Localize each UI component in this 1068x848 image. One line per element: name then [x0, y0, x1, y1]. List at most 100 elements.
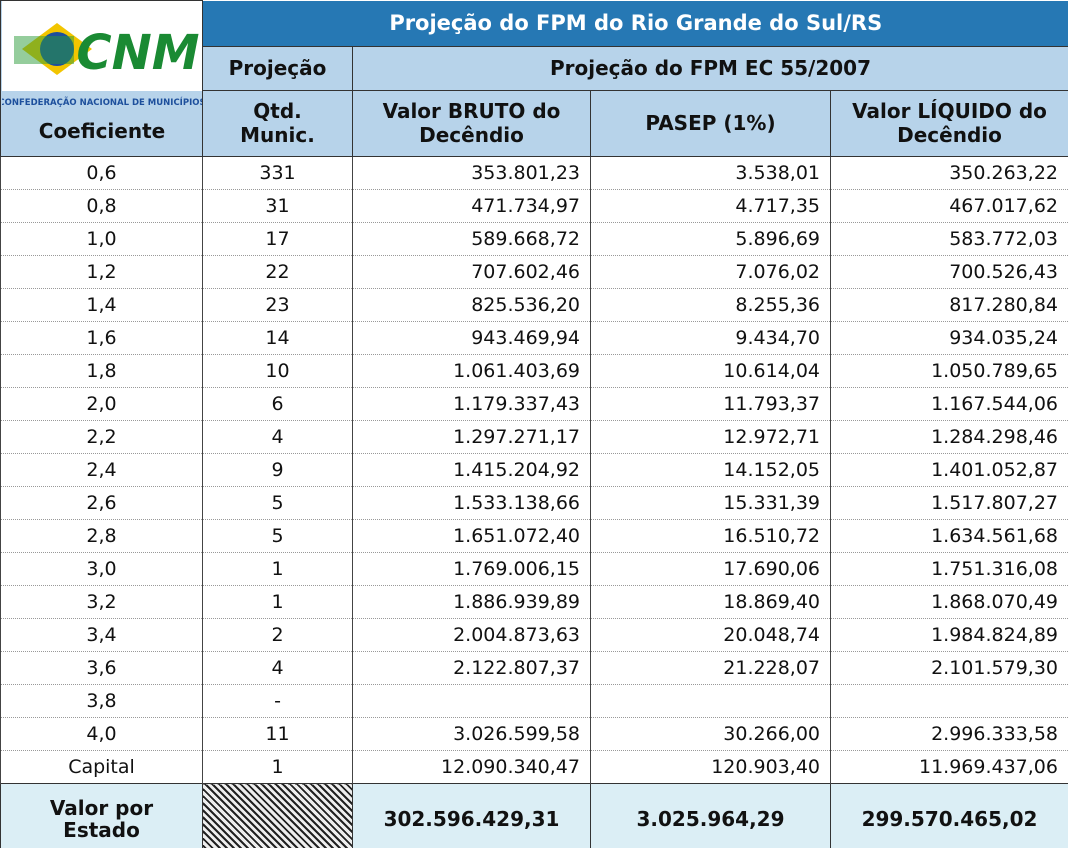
cell: 8.255,36 — [590, 288, 831, 322]
data-row: Capital 1 12.090.340,47 120.903,40 11.969.43… — [0, 750, 1068, 784]
cell: 17 — [202, 222, 353, 256]
cell: 30.266,00 — [590, 717, 831, 751]
cell: 31 — [202, 189, 353, 223]
cell: 1.297.271,17 — [352, 420, 591, 454]
cell: 3.538,01 — [590, 156, 831, 190]
cell: 4.717,35 — [590, 189, 831, 223]
cell: 22 — [202, 255, 353, 289]
hatched-cell — [202, 783, 353, 848]
header-line: Valor por — [49, 796, 154, 820]
cell: 4 — [202, 420, 353, 454]
cell: 120.903,40 — [590, 750, 831, 784]
cell: 0,6 — [0, 156, 203, 190]
cell: 331 — [202, 156, 353, 190]
cell: 1.868.070,49 — [830, 585, 1068, 619]
cell: 5 — [202, 519, 353, 553]
cell: 16.510,72 — [590, 519, 831, 553]
cell: 1 — [202, 552, 353, 586]
header-line: Decêndio — [897, 123, 1002, 148]
cell: 0,8 — [0, 189, 203, 223]
cell: 589.668,72 — [352, 222, 591, 256]
cell: 15.331,39 — [590, 486, 831, 520]
cell: 5 — [202, 486, 353, 520]
total-value: 302.596.429,31 — [352, 783, 591, 848]
header-line: Valor LÍQUIDO do — [852, 99, 1047, 124]
cell: 10 — [202, 354, 353, 388]
data-row: 1,0 17 589.668,72 5.896,69 583.772,03 — [0, 222, 1068, 256]
cell: 2.004.873,63 — [352, 618, 591, 652]
cell: 4 — [202, 651, 353, 685]
total-label: Valor por Estado — [0, 783, 203, 848]
cell: 3,2 — [0, 585, 203, 619]
cell: 23 — [202, 288, 353, 322]
header-line: Decêndio — [419, 123, 524, 148]
header-line: Estado — [63, 818, 140, 842]
cell: 825.536,20 — [352, 288, 591, 322]
cell: 1.401.052,87 — [830, 453, 1068, 487]
cell: 467.017,62 — [830, 189, 1068, 223]
column-header: PASEP (1%) — [590, 89, 831, 158]
cell: 2,0 — [0, 387, 203, 421]
cell: 943.469,94 — [352, 321, 591, 355]
cell: 707.602,46 — [352, 255, 591, 289]
cell: 817.280,84 — [830, 288, 1068, 322]
cell: 1,8 — [0, 354, 203, 388]
data-row: 3,2 1 1.886.939,89 18.869,40 1.868.070,49 — [0, 585, 1068, 619]
cell: 2,6 — [0, 486, 203, 520]
cell: 583.772,03 — [830, 222, 1068, 256]
logo-flag — [13, 36, 74, 64]
cell: 353.801,23 — [352, 156, 591, 190]
cell: 2,8 — [0, 519, 203, 553]
cell: 2,4 — [0, 453, 203, 487]
cell: 2,2 — [0, 420, 203, 454]
cell: 1.167.544,06 — [830, 387, 1068, 421]
logo-brand: CNM — [76, 25, 199, 81]
data-row: 3,8- — [0, 684, 1068, 718]
column-header: Qtd. Munic. — [202, 89, 353, 158]
header-line: Munic. — [240, 123, 315, 148]
cell: 12.972,71 — [590, 420, 831, 454]
cell: 2.122.807,37 — [352, 651, 591, 685]
cell: 11.969.437,06 — [830, 750, 1068, 784]
data-row: 1,4 23 825.536,20 8.255,36 817.280,84 — [0, 288, 1068, 322]
group-header: Projeção — [202, 46, 353, 91]
cell: 14.152,05 — [590, 453, 831, 487]
cell: 11.793,37 — [590, 387, 831, 421]
logo: CNM CONFEDERAÇÃO NACIONAL DE MUNICÍPIOS … — [1, 1, 202, 143]
cell: 20.048,74 — [590, 618, 831, 652]
cell: 7.076,02 — [590, 255, 831, 289]
cell: 3.026.599,58 — [352, 717, 591, 751]
total-row: Valor por Estado 302.596.429,31 3.025.964,2… — [0, 783, 1068, 848]
cell: 4,0 — [0, 717, 203, 751]
cell: 3,4 — [0, 618, 203, 652]
header-row: Qtd. Munic. Valor BRUTO do Decêndio PASEP (1… — [1, 89, 1068, 158]
cell: 1.179.337,43 — [352, 387, 591, 421]
cell — [830, 684, 1068, 718]
cell: 350.263,22 — [830, 156, 1068, 190]
data-row: 3,4 2 2.004.873,63 20.048,74 1.984.824,89 — [0, 618, 1068, 652]
header-line: Qtd. — [253, 99, 302, 124]
data-row: 4,0 11 3.026.599,58 30.266,00 2.996.333,58 — [0, 717, 1068, 751]
cell: 1.533.138,66 — [352, 486, 591, 520]
data-row: 1,6 14 943.469,94 9.434,70 934.035,24 — [0, 321, 1068, 355]
cell: 1.886.939,89 — [352, 585, 591, 619]
cell: 3,8 — [0, 684, 203, 718]
cell: 1.061.403,69 — [352, 354, 591, 388]
cell: 17.690,06 — [590, 552, 831, 586]
column-header: Valor BRUTO do Decêndio — [352, 89, 591, 158]
cell: 1.984.824,89 — [830, 618, 1068, 652]
cell: 1,6 — [0, 321, 203, 355]
cell: 11 — [202, 717, 353, 751]
cell: 1,2 — [0, 255, 203, 289]
cell: 1.769.006,15 — [352, 552, 591, 586]
header-line: Valor BRUTO do — [382, 99, 561, 124]
data-row: 3,6 4 2.122.807,37 21.228,07 2.101.579,30 — [0, 651, 1068, 685]
cell: 1 — [202, 750, 353, 784]
total-value: 3.025.964,29 — [590, 783, 831, 848]
cell: 3,6 — [0, 651, 203, 685]
cell — [590, 684, 831, 718]
logo-caption: CONFEDERAÇÃO NACIONAL DE MUNICÍPIOS — [2, 96, 202, 108]
data-row: 1,8 10 1.061.403,69 10.614,04 1.050.789,65 — [0, 354, 1068, 388]
